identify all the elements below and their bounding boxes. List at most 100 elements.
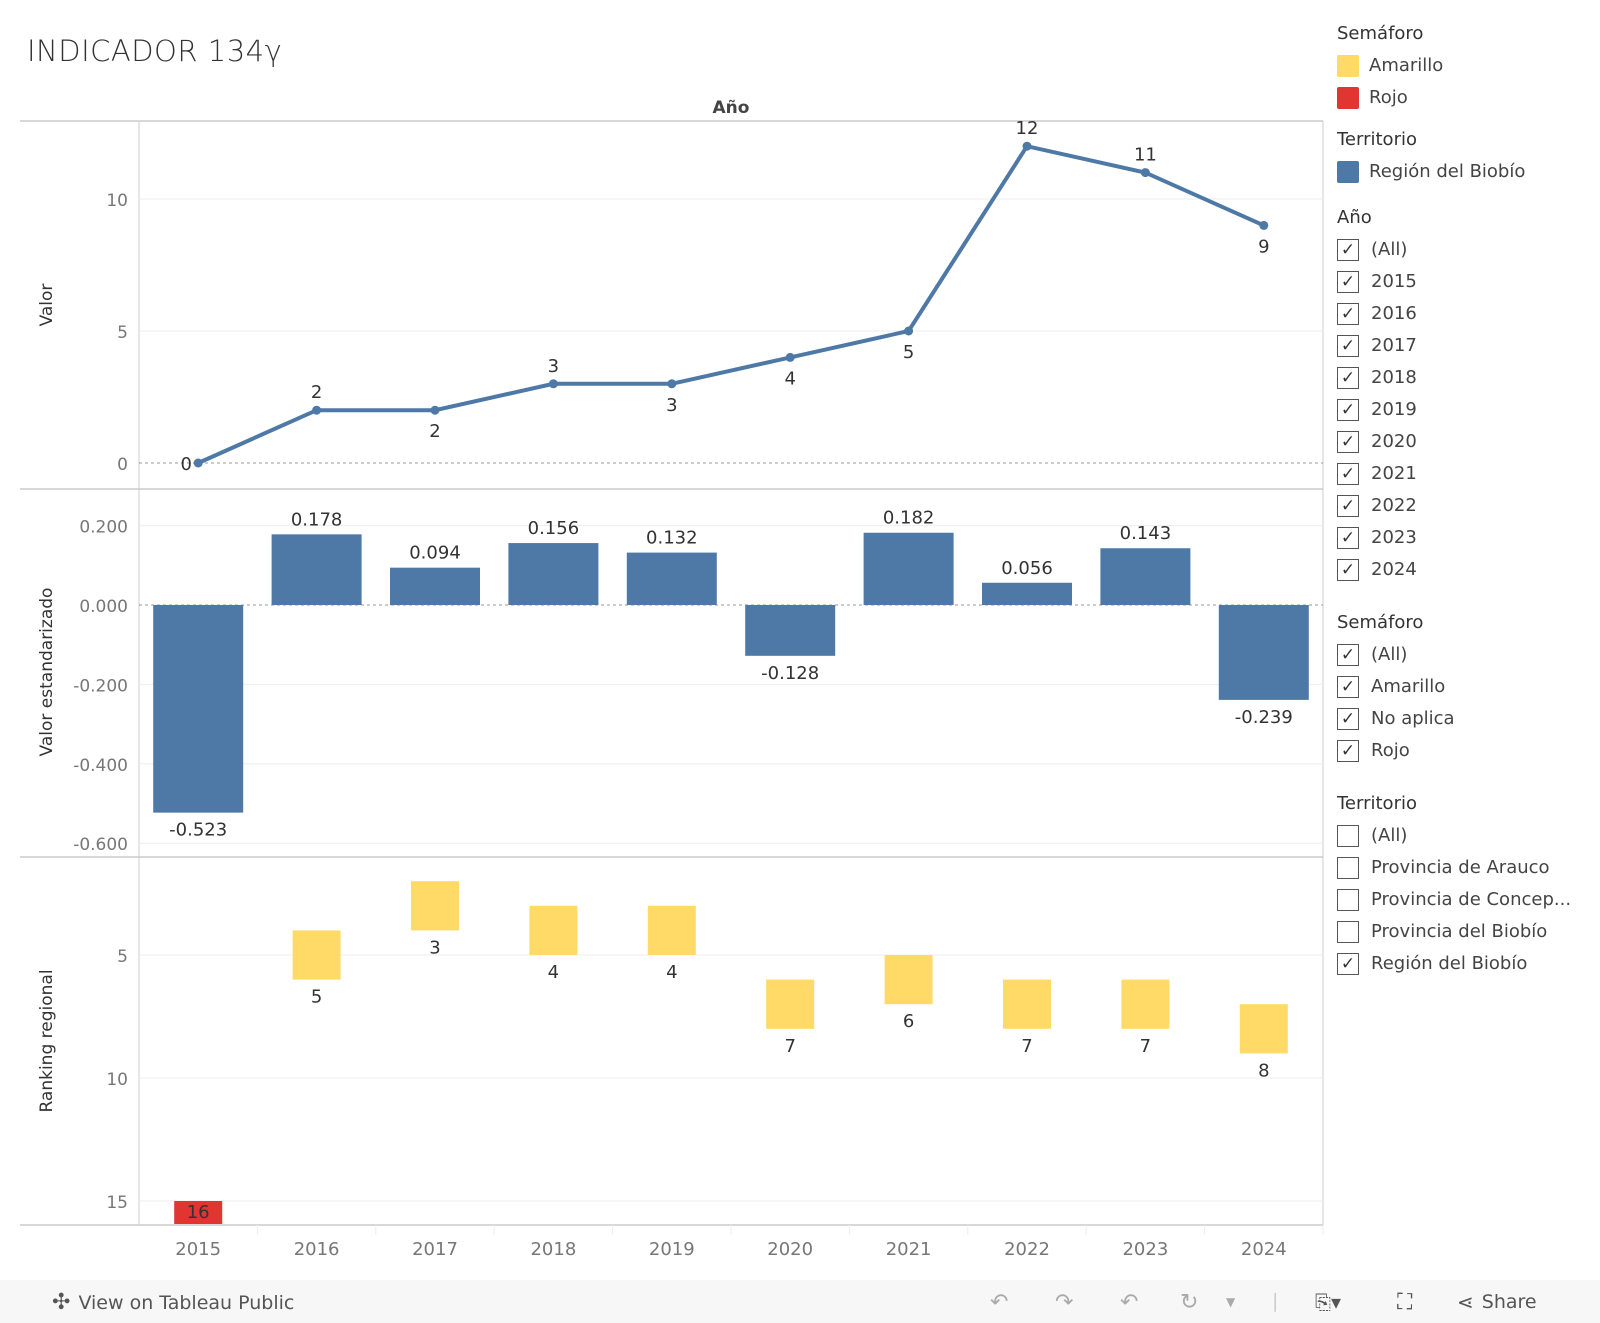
checkbox[interactable] <box>1337 921 1359 943</box>
filter-option-label: Provincia de Arauco <box>1371 857 1550 878</box>
legend-item[interactable]: Región del Biobío <box>1337 156 1525 188</box>
filter-option-label: No aplica <box>1371 708 1455 729</box>
checkbox[interactable] <box>1337 889 1359 911</box>
filter-option[interactable]: ✓ 2024 <box>1337 554 1417 586</box>
filter-option[interactable]: ✓ 2017 <box>1337 330 1417 362</box>
filter-option-label: Amarillo <box>1371 676 1446 697</box>
data-label: -0.128 <box>761 663 819 684</box>
checkbox[interactable] <box>1337 825 1359 847</box>
filter-option[interactable]: ✓ 2020 <box>1337 426 1417 458</box>
filter-option[interactable]: ✓ Rojo <box>1337 735 1455 767</box>
legend-item[interactable]: Amarillo <box>1337 50 1443 82</box>
data-point <box>1140 168 1150 178</box>
share-button[interactable]: ⋖ Share <box>1457 1290 1537 1314</box>
filter-option[interactable]: Provincia de Concep... <box>1337 884 1571 916</box>
checkbox[interactable]: ✓ <box>1337 527 1359 549</box>
legend-swatch <box>1337 87 1359 109</box>
legend-item[interactable]: Rojo <box>1337 82 1443 114</box>
checkbox[interactable]: ✓ <box>1337 239 1359 261</box>
filter-option[interactable]: ✓ Región del Biobío <box>1337 948 1571 980</box>
filter-title: Año <box>1337 207 1372 228</box>
filter-option[interactable]: Provincia de Arauco <box>1337 852 1571 884</box>
filter-option-label: (All) <box>1371 239 1408 260</box>
filter-option-label: Rojo <box>1371 740 1410 761</box>
checkbox[interactable]: ✓ <box>1337 740 1359 762</box>
filter-option[interactable]: (All) <box>1337 820 1571 852</box>
redo-icon[interactable]: ↷ <box>1055 1290 1074 1315</box>
checkbox[interactable]: ✓ <box>1337 708 1359 730</box>
undo-icon[interactable]: ↶ <box>990 1290 1009 1315</box>
y-tick-label: 10 <box>106 1070 128 1090</box>
view-on-tableau-button[interactable]: ✣ View on Tableau Public <box>52 1290 294 1315</box>
tableau-logo-icon: ✣ <box>52 1290 71 1315</box>
checkbox[interactable]: ✓ <box>1337 676 1359 698</box>
checkbox[interactable]: ✓ <box>1337 644 1359 666</box>
checkbox[interactable]: ✓ <box>1337 303 1359 325</box>
bar <box>390 567 480 605</box>
checkbox[interactable]: ✓ <box>1337 495 1359 517</box>
checkbox[interactable]: ✓ <box>1337 399 1359 421</box>
checkbox[interactable] <box>1337 857 1359 879</box>
y-tick-label: 5 <box>117 947 128 967</box>
filter-option-label: 2019 <box>1371 399 1417 420</box>
checkbox[interactable]: ✓ <box>1337 431 1359 453</box>
x-tick-label: 2017 <box>412 1239 458 1260</box>
filter-option[interactable]: Provincia del Biobío <box>1337 916 1571 948</box>
filter-semaforo: Semáforo ✓ (All) ✓ Amarillo ✓ No aplica ✓ Rojo <box>1337 607 1455 767</box>
filter-option[interactable]: ✓ 2018 <box>1337 362 1417 394</box>
checkbox[interactable]: ✓ <box>1337 559 1359 581</box>
ranking-mark <box>411 881 459 931</box>
data-point <box>1022 141 1032 151</box>
filter-option[interactable]: ✓ 2023 <box>1337 522 1417 554</box>
data-label: 5 <box>903 342 914 363</box>
legend-label: Región del Biobío <box>1369 161 1526 182</box>
y-tick-label: -0.200 <box>73 676 128 696</box>
revert-icon[interactable]: ↶ <box>1120 1290 1139 1315</box>
y-axis-title: Valor <box>37 284 57 327</box>
data-label: 7 <box>1140 1036 1151 1057</box>
bar <box>508 543 599 605</box>
checkbox[interactable]: ✓ <box>1337 463 1359 485</box>
filter-option[interactable]: ✓ 2022 <box>1337 490 1417 522</box>
download-icon[interactable]: ⎘▾ <box>1315 1290 1342 1314</box>
legend-title: Territorio <box>1337 129 1417 150</box>
filter-option-label: 2020 <box>1371 431 1417 452</box>
checkbox[interactable]: ✓ <box>1337 367 1359 389</box>
data-label: 12 <box>1016 118 1039 139</box>
checkbox[interactable]: ✓ <box>1337 953 1359 975</box>
legend-swatch <box>1337 55 1359 77</box>
legend-territorio: Territorio Región del Biobío <box>1337 124 1525 188</box>
share-label: Share <box>1481 1291 1537 1313</box>
y-tick-label: 10 <box>106 191 128 211</box>
fullscreen-icon[interactable]: ⛶ <box>1397 1290 1413 1315</box>
refresh-icon[interactable]: ↻ <box>1180 1290 1199 1315</box>
data-label: 0.143 <box>1120 523 1172 544</box>
filter-option[interactable]: ✓ 2016 <box>1337 298 1417 330</box>
bar <box>863 532 954 605</box>
filter-anio: Año ✓ (All) ✓ 2015 ✓ 2016 ✓ 2017 ✓ 2018 ✓ 2019 ✓ 2020… <box>1337 202 1417 586</box>
bar <box>153 605 244 813</box>
checkbox[interactable]: ✓ <box>1337 335 1359 357</box>
filter-option[interactable]: ✓ 2015 <box>1337 266 1417 298</box>
filter-option[interactable]: ✓ (All) <box>1337 234 1417 266</box>
filter-option[interactable]: ✓ 2019 <box>1337 394 1417 426</box>
data-label: 0.156 <box>528 518 580 539</box>
x-tick-label: 2016 <box>294 1239 340 1260</box>
checkbox[interactable]: ✓ <box>1337 271 1359 293</box>
data-label: 3 <box>429 937 440 958</box>
filter-option-label: 2015 <box>1371 271 1417 292</box>
x-tick-label: 2021 <box>886 1239 932 1260</box>
filter-option[interactable]: ✓ 2021 <box>1337 458 1417 490</box>
filter-option[interactable]: ✓ Amarillo <box>1337 671 1455 703</box>
filter-option[interactable]: ✓ (All) <box>1337 639 1455 671</box>
ranking-mark <box>1003 979 1051 1029</box>
x-tick-label: 2022 <box>1004 1239 1050 1260</box>
series-line <box>197 143 1265 465</box>
x-tick-label: 2019 <box>649 1239 695 1260</box>
bar <box>271 534 362 605</box>
filter-option[interactable]: ✓ No aplica <box>1337 703 1455 735</box>
data-label: 9 <box>1258 236 1269 257</box>
filter-option-label: 2017 <box>1371 335 1417 356</box>
chevron-down-icon[interactable]: ▼ <box>1226 1295 1236 1309</box>
ranking-mark <box>292 930 341 980</box>
